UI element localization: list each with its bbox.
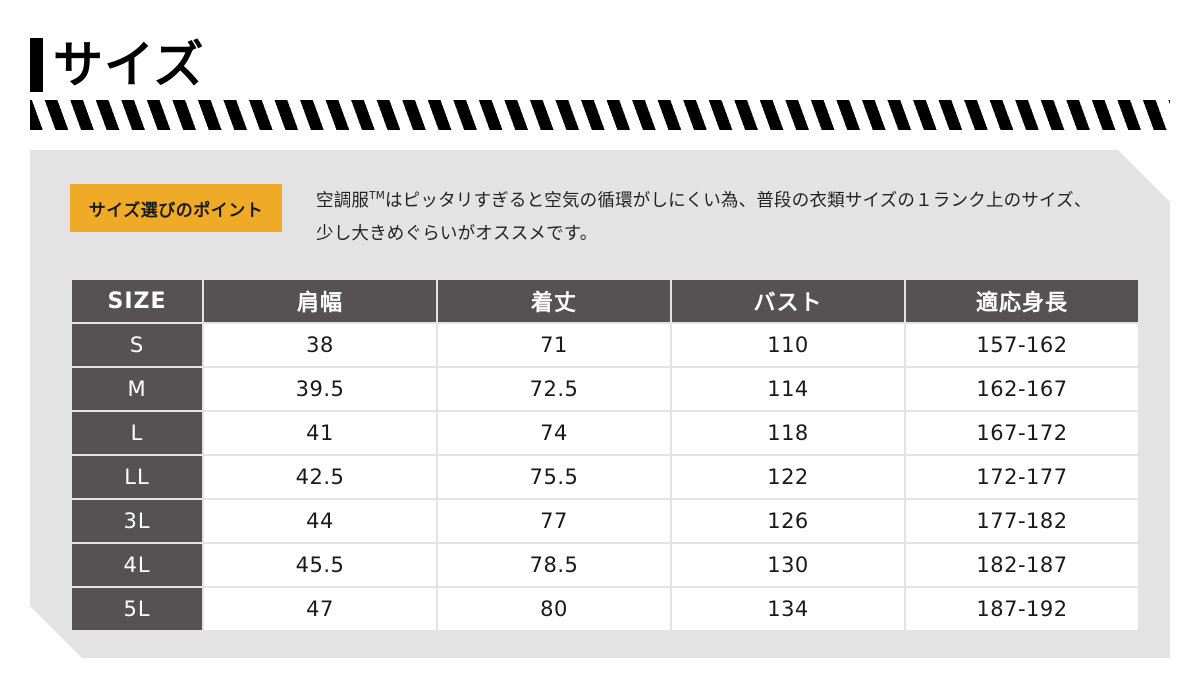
size-point-description: 空調服TMはピッタリすぎると空気の循環がしにくい為、普段の衣類サイズの１ランク上… [316, 184, 1092, 251]
cell-size: L [72, 412, 202, 454]
cell-length: 74 [438, 412, 670, 454]
cell-height: 157-162 [906, 324, 1138, 366]
cell-shoulder: 44 [204, 500, 436, 542]
note-line-1-part-a: 空調服 [316, 191, 370, 211]
table-row: 4L 45.5 78.5 130 182-187 [72, 544, 1138, 586]
size-table-body: S 38 71 110 157-162 M 39.5 72.5 114 162-… [72, 324, 1138, 630]
cell-height: 167-172 [906, 412, 1138, 454]
note-line-2: 少し大きめぐらいがオススメです。 [316, 224, 598, 244]
cell-size: 4L [72, 544, 202, 586]
column-header-size: SIZE [72, 280, 202, 322]
content-panel: サイズ選びのポイント 空調服TMはピッタリすぎると空気の循環がしにくい為、普段の… [30, 150, 1170, 658]
cell-bust: 110 [672, 324, 904, 366]
column-header-height: 適応身長 [906, 280, 1138, 322]
cell-size: 5L [72, 588, 202, 630]
size-table-wrapper: SIZE 肩幅 着丈 バスト 適応身長 S 38 71 110 157-162 [70, 278, 1130, 632]
column-header-shoulder: 肩幅 [204, 280, 436, 322]
cell-bust: 126 [672, 500, 904, 542]
cell-shoulder: 41 [204, 412, 436, 454]
table-row: LL 42.5 75.5 122 172-177 [72, 456, 1138, 498]
cell-length: 77 [438, 500, 670, 542]
size-table-head: SIZE 肩幅 着丈 バスト 適応身長 [72, 280, 1138, 322]
cell-size: 3L [72, 500, 202, 542]
table-row: L 41 74 118 167-172 [72, 412, 1138, 454]
cell-height: 172-177 [906, 456, 1138, 498]
page-title-text: サイズ [53, 36, 205, 94]
cell-bust: 118 [672, 412, 904, 454]
cell-length: 72.5 [438, 368, 670, 410]
table-row: S 38 71 110 157-162 [72, 324, 1138, 366]
cell-bust: 130 [672, 544, 904, 586]
cell-height: 162-167 [906, 368, 1138, 410]
page-title: サイズ [30, 36, 205, 94]
cell-bust: 114 [672, 368, 904, 410]
cell-shoulder: 42.5 [204, 456, 436, 498]
size-point-note: サイズ選びのポイント 空調服TMはピッタリすぎると空気の循環がしにくい為、普段の… [70, 184, 1130, 251]
size-table: SIZE 肩幅 着丈 バスト 適応身長 S 38 71 110 157-162 [70, 278, 1140, 632]
column-header-bust: バスト [672, 280, 904, 322]
note-line-1: 空調服TMはピッタリすぎると空気の循環がしにくい為、普段の衣類サイズの１ランク上… [316, 185, 1092, 218]
trademark-mark: TM [369, 190, 385, 203]
cell-height: 187-192 [906, 588, 1138, 630]
cell-length: 80 [438, 588, 670, 630]
cell-size: LL [72, 456, 202, 498]
table-row: 3L 44 77 126 177-182 [72, 500, 1138, 542]
cell-size: S [72, 324, 202, 366]
cell-height: 182-187 [906, 544, 1138, 586]
cell-height: 177-182 [906, 500, 1138, 542]
cell-bust: 134 [672, 588, 904, 630]
column-header-length: 着丈 [438, 280, 670, 322]
cell-shoulder: 38 [204, 324, 436, 366]
cell-length: 75.5 [438, 456, 670, 498]
table-header-row: SIZE 肩幅 着丈 バスト 適応身長 [72, 280, 1138, 322]
cell-shoulder: 47 [204, 588, 436, 630]
size-point-badge: サイズ選びのポイント [70, 184, 282, 232]
cell-shoulder: 39.5 [204, 368, 436, 410]
cell-length: 78.5 [438, 544, 670, 586]
table-row: M 39.5 72.5 114 162-167 [72, 368, 1138, 410]
cell-size: M [72, 368, 202, 410]
cell-length: 71 [438, 324, 670, 366]
table-row: 5L 47 80 134 187-192 [72, 588, 1138, 630]
cell-shoulder: 45.5 [204, 544, 436, 586]
diagonal-stripe-divider [30, 100, 1170, 130]
title-accent-bar [30, 38, 43, 92]
cell-bust: 122 [672, 456, 904, 498]
note-line-1-part-b: はピッタリすぎると空気の循環がしにくい為、普段の衣類サイズの１ランク上のサイズ、 [384, 191, 1092, 211]
